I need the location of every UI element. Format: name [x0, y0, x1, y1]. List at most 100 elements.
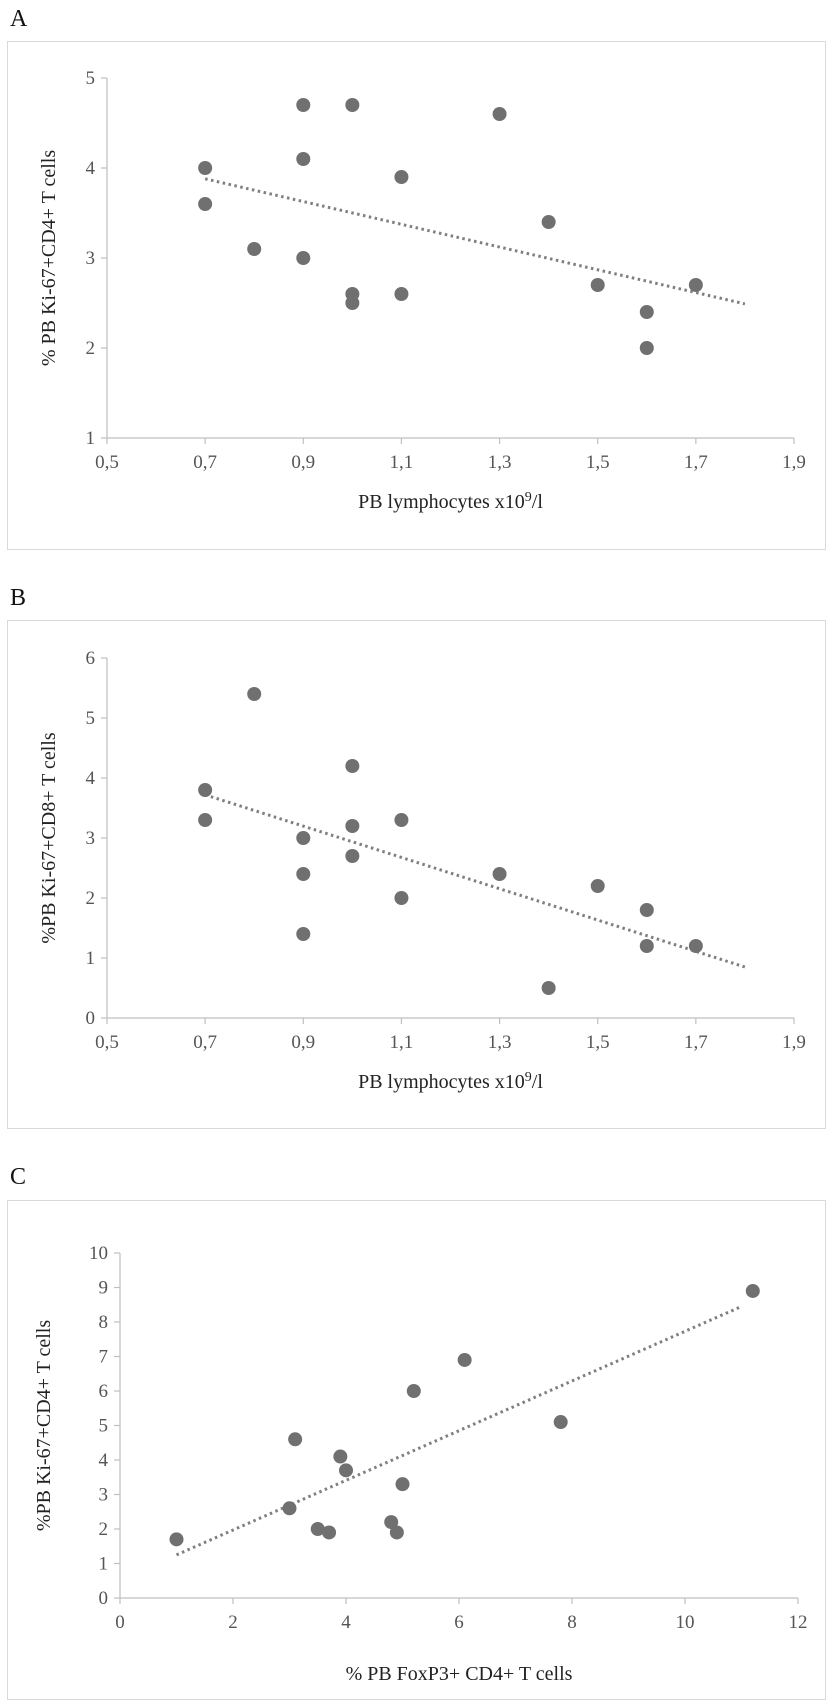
data-point — [688, 939, 703, 953]
data-point — [296, 831, 311, 845]
x-tick-label: 1,1 — [390, 452, 414, 473]
y-tick-label: 5 — [99, 1416, 109, 1437]
x-tick-label: 8 — [567, 1612, 577, 1633]
x-tick-label: 0,7 — [193, 1032, 217, 1053]
data-point — [590, 278, 605, 292]
data-point — [198, 813, 213, 827]
y-axis-title: %PB Ki-67+CD8+ T cells — [38, 732, 60, 943]
data-point — [345, 759, 360, 773]
y-tick-label: 6 — [99, 1381, 109, 1402]
y-tick-label: 1 — [99, 1554, 109, 1575]
y-axis-title: %PB Ki-67+CD4+ T cells — [33, 1320, 55, 1531]
y-tick-label: 3 — [86, 248, 96, 269]
x-tick-label: 0,9 — [291, 452, 315, 473]
data-point — [745, 1283, 760, 1298]
y-tick-label: 0 — [99, 1588, 109, 1609]
y-tick-label: 4 — [86, 158, 96, 179]
data-point — [389, 1525, 404, 1540]
y-tick-label: 7 — [99, 1347, 109, 1368]
data-point — [492, 867, 507, 881]
data-point — [639, 903, 654, 917]
x-tick-label: 2 — [228, 1612, 238, 1633]
data-point — [296, 152, 311, 166]
x-tick-label: 1,3 — [488, 452, 512, 473]
data-point — [247, 242, 262, 256]
x-tick-label: 0,9 — [291, 1032, 315, 1053]
data-point — [590, 879, 605, 893]
y-tick-label: 10 — [89, 1243, 108, 1264]
data-point — [198, 161, 213, 175]
data-point — [457, 1352, 472, 1367]
data-point — [688, 278, 703, 292]
trend-line — [204, 177, 746, 306]
y-tick-label: 2 — [86, 888, 96, 909]
x-tick-label: 0,5 — [95, 1032, 119, 1053]
y-tick-label: 6 — [86, 648, 96, 669]
data-point — [384, 1515, 399, 1530]
x-tick-label: 1,9 — [782, 1032, 806, 1053]
x-axis-title: % PB FoxP3+ CD4+ T cells — [346, 1663, 573, 1685]
data-point — [492, 107, 507, 121]
data-point — [394, 287, 409, 301]
chart-panel-b: 0 1 2 3 4 5 6 0,5 0,7 0,9 1,1 1,3 1,5 1,7 1,9 PB lympho… — [38, 648, 806, 1093]
data-point — [395, 1477, 410, 1492]
data-point — [639, 305, 654, 319]
data-point — [333, 1449, 348, 1464]
panel-b-letter: B — [10, 585, 27, 611]
data-point — [553, 1415, 568, 1430]
data-point — [198, 783, 213, 797]
data-point — [282, 1501, 297, 1516]
x-tick-label: 1,1 — [390, 1032, 414, 1053]
data-point — [339, 1463, 353, 1478]
y-axis-title: % PB Ki-67+CD4+ T cells — [38, 150, 60, 366]
data-point — [394, 813, 409, 827]
y-tick-label: 1 — [86, 428, 96, 449]
y-tick-label: 9 — [99, 1278, 109, 1299]
data-point — [322, 1525, 337, 1540]
y-tick-label: 4 — [86, 768, 96, 789]
x-tick-label: 1,5 — [586, 452, 610, 473]
x-tick-label: 1,3 — [488, 1032, 512, 1053]
data-point — [296, 927, 311, 941]
data-point — [169, 1532, 184, 1547]
panel-c-letter: C — [10, 1164, 27, 1190]
y-tick-label: 8 — [99, 1312, 109, 1333]
y-tick-label: 2 — [99, 1519, 109, 1540]
y-tick-label: 3 — [86, 828, 96, 849]
trend-line — [204, 793, 746, 969]
x-tick-label: 4 — [341, 1612, 351, 1633]
x-axis-title: PB lymphocytes x109/l — [358, 490, 543, 514]
data-point — [198, 197, 213, 211]
x-tick-label: 0,7 — [193, 452, 217, 473]
x-tick-label: 12 — [789, 1612, 808, 1633]
data-point — [406, 1384, 421, 1398]
data-point — [310, 1522, 325, 1536]
data-point — [394, 170, 409, 184]
data-point — [296, 867, 311, 881]
y-tick-label: 4 — [99, 1450, 109, 1471]
trend-line — [175, 1305, 743, 1557]
y-tick-label: 3 — [99, 1485, 109, 1506]
data-point — [288, 1432, 303, 1447]
x-tick-label: 1,9 — [782, 452, 806, 473]
data-point — [296, 98, 311, 112]
data-point — [247, 687, 262, 701]
y-tick-label: 0 — [86, 1008, 96, 1029]
data-point — [541, 981, 556, 995]
y-tick-label: 5 — [86, 708, 96, 729]
x-tick-label: 1,5 — [586, 1032, 610, 1053]
data-point — [345, 98, 360, 112]
x-tick-label: 0 — [115, 1612, 125, 1633]
x-tick-label: 6 — [454, 1612, 464, 1633]
x-tick-label: 1,7 — [684, 452, 708, 473]
y-tick-label: 1 — [86, 948, 96, 969]
data-point — [639, 341, 654, 355]
data-point — [345, 849, 360, 863]
data-point — [345, 296, 360, 310]
data-point — [345, 819, 360, 833]
data-point — [394, 891, 409, 905]
chart-panel-a: 1 2 3 4 5 0,5 0,7 0,9 1,1 1,3 1,5 1,7 1,9 PB lymphocy… — [38, 68, 806, 513]
x-axis-title: PB lymphocytes x109/l — [358, 1070, 543, 1094]
